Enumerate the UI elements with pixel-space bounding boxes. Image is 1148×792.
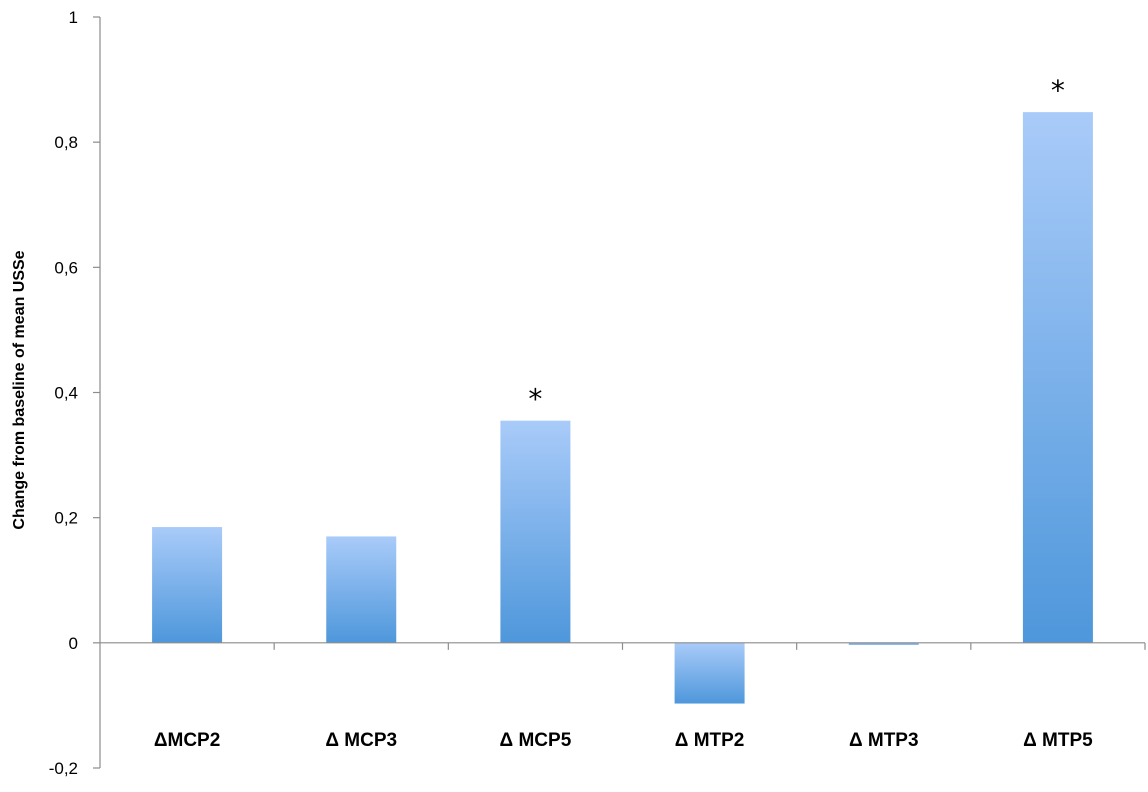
x-category-label: Δ MCP5 [500, 730, 572, 751]
bar [1022, 112, 1093, 643]
y-tick-label: 0,8 [54, 133, 78, 152]
y-tick-label: 0,6 [54, 258, 78, 277]
significance-marker: * [528, 383, 542, 416]
bar [848, 642, 919, 645]
x-category-label: Δ MCP3 [325, 730, 397, 751]
x-category-label: Δ MTP2 [675, 730, 745, 751]
y-tick-label: 0,4 [54, 384, 78, 403]
y-axis-title: Change from baseline of mean USSe [11, 250, 28, 529]
y-tick-label: 0 [69, 634, 78, 653]
y-tick-label: 1 [69, 8, 78, 27]
x-category-label: Δ MTP3 [849, 730, 919, 751]
y-tick-label: -0,2 [49, 759, 78, 778]
x-category-label: ΔMCP2 [154, 730, 220, 751]
significance-marker: * [1051, 74, 1065, 107]
bar [326, 536, 397, 643]
x-category-label: Δ MTP5 [1023, 730, 1093, 751]
bar [674, 642, 745, 704]
y-tick-label: 0,2 [54, 509, 78, 528]
bar [500, 420, 571, 643]
bar [152, 527, 223, 643]
